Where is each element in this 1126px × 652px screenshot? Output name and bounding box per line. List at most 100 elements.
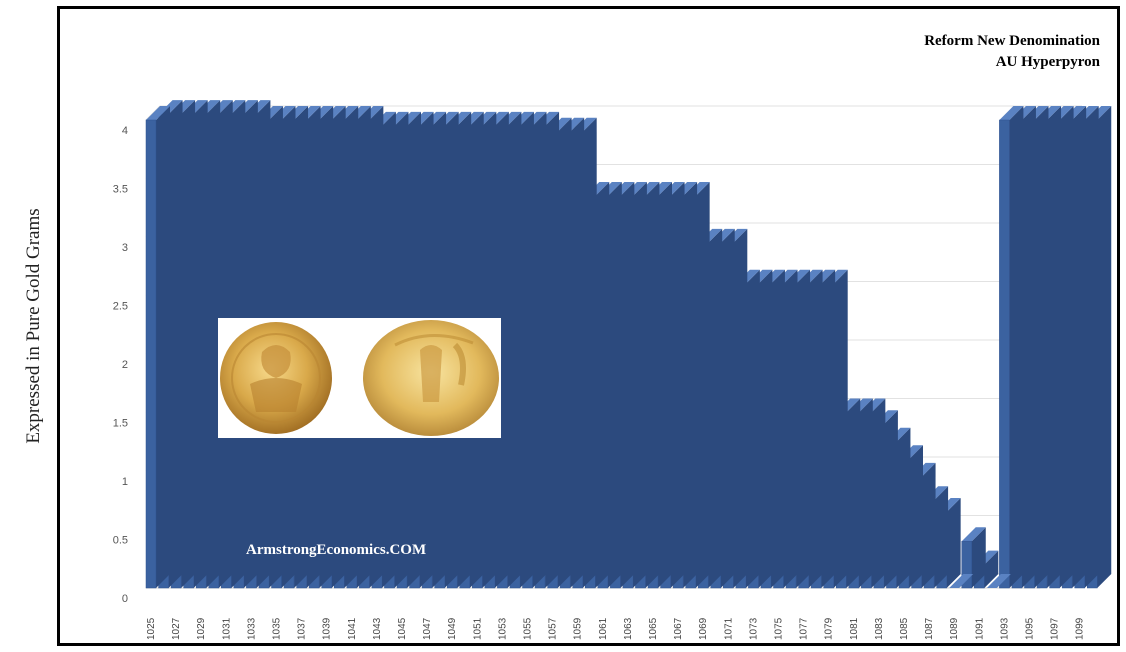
bar-side: [871, 398, 886, 588]
x-tick-label: 1033: [246, 617, 257, 640]
watermark-text: ArmstrongEconomics.COM: [246, 542, 426, 558]
bar-side: [1047, 106, 1062, 588]
x-tick-label: 1091: [974, 617, 985, 640]
bar-side: [846, 398, 861, 588]
bar-side: [695, 182, 710, 589]
annotation-reform: Reform New Denomination: [924, 33, 1100, 49]
annotation-hyperpyron: AU Hyperpyron: [996, 54, 1101, 70]
bar-side: [545, 111, 560, 588]
bar-side: [632, 182, 647, 589]
bar-side: [519, 111, 534, 588]
bar-top: [146, 106, 170, 120]
x-tick-label: 1077: [799, 617, 810, 640]
x-tick-label: 1027: [171, 617, 182, 640]
bar-side: [670, 182, 685, 589]
bar-front: [145, 119, 157, 589]
bar-side: [156, 106, 170, 588]
bar-side: [783, 269, 798, 588]
bar-side: [720, 228, 735, 588]
bar-side: [1034, 106, 1049, 588]
bar-front: [999, 119, 1010, 589]
x-tick-label: 1099: [1075, 617, 1086, 640]
bar-top: [999, 106, 1024, 120]
bar-top: [986, 574, 1011, 588]
y-tick-label: 1.5: [113, 418, 128, 430]
bar-side: [896, 427, 911, 588]
x-tick-label: 1075: [774, 617, 785, 640]
bar: [949, 574, 974, 588]
bar-side: [708, 228, 723, 588]
bar-side: [733, 228, 748, 588]
bar-side: [570, 117, 585, 588]
y-tick-label: 2.5: [113, 301, 128, 313]
bar-side: [181, 100, 196, 589]
bar-side: [494, 111, 509, 588]
bar-side: [883, 410, 898, 588]
x-tick-label: 1035: [272, 617, 283, 640]
x-tick-label: 1093: [999, 617, 1010, 640]
bar-side: [946, 497, 961, 588]
bar-side: [758, 269, 773, 588]
bar-side: [193, 100, 208, 589]
bar-side: [984, 550, 999, 588]
x-tick-label: 1087: [924, 617, 935, 640]
y-tick-label: 4: [122, 125, 128, 137]
y-tick-label: 3: [122, 242, 128, 254]
x-tick-label: 1063: [623, 617, 634, 640]
x-tick-label: 1065: [648, 617, 659, 640]
bar-side: [658, 182, 672, 589]
bar-side: [796, 269, 811, 588]
x-tick-label: 1059: [573, 617, 584, 640]
y-tick-label: 1: [122, 476, 128, 488]
x-tick-label: 1043: [372, 617, 383, 640]
bar-side: [1084, 106, 1099, 588]
x-tick-label: 1061: [598, 617, 609, 640]
x-tick-label: 1045: [397, 617, 408, 640]
bar-top: [961, 527, 986, 542]
bar-side: [168, 100, 183, 589]
bar-side: [934, 486, 949, 588]
x-tick-label: 1071: [723, 617, 734, 640]
x-tick-label: 1081: [849, 617, 860, 640]
bar-side: [620, 182, 635, 589]
bar-top: [949, 574, 974, 588]
bar-side: [770, 269, 785, 588]
bar-side: [595, 182, 610, 589]
x-tick-label: 1025: [146, 617, 157, 640]
bar-side: [745, 269, 760, 588]
y-axis-ticks: 0 0.5 1 1.5 2 2.5 3 3.5 4: [113, 125, 128, 605]
bar-side: [909, 445, 923, 588]
x-tick-label: 1083: [874, 617, 885, 640]
x-tick-label: 1055: [523, 617, 534, 640]
bar-side: [1072, 106, 1087, 588]
coin-image-panel: [218, 318, 501, 438]
x-tick-label: 1051: [472, 617, 483, 640]
bar: [999, 106, 1024, 589]
x-tick-label: 1029: [196, 617, 207, 640]
bar-side: [921, 462, 936, 588]
bar: [986, 574, 1011, 588]
bar-side: [808, 269, 823, 588]
x-tick-label: 1047: [422, 617, 433, 640]
y-tick-label: 0.5: [113, 535, 128, 547]
x-tick-label: 1095: [1025, 617, 1036, 640]
bar-front: [961, 540, 972, 589]
bar-side: [683, 182, 698, 589]
bar-side: [858, 398, 873, 588]
x-tick-label: 1073: [748, 617, 759, 640]
x-tick-label: 1057: [548, 617, 559, 640]
y-tick-label: 0: [122, 593, 128, 605]
bar: [961, 527, 986, 589]
bar-side: [1097, 106, 1112, 588]
bar-side: [532, 111, 547, 588]
bar-side: [971, 527, 986, 588]
bar-side: [1021, 106, 1036, 588]
bar-side: [833, 269, 848, 588]
bar-side: [821, 269, 836, 588]
x-tick-label: 1079: [824, 617, 835, 640]
bar-side: [557, 117, 572, 588]
x-tick-label: 1049: [447, 617, 458, 640]
bar-side: [507, 111, 522, 588]
bar: [145, 106, 170, 589]
